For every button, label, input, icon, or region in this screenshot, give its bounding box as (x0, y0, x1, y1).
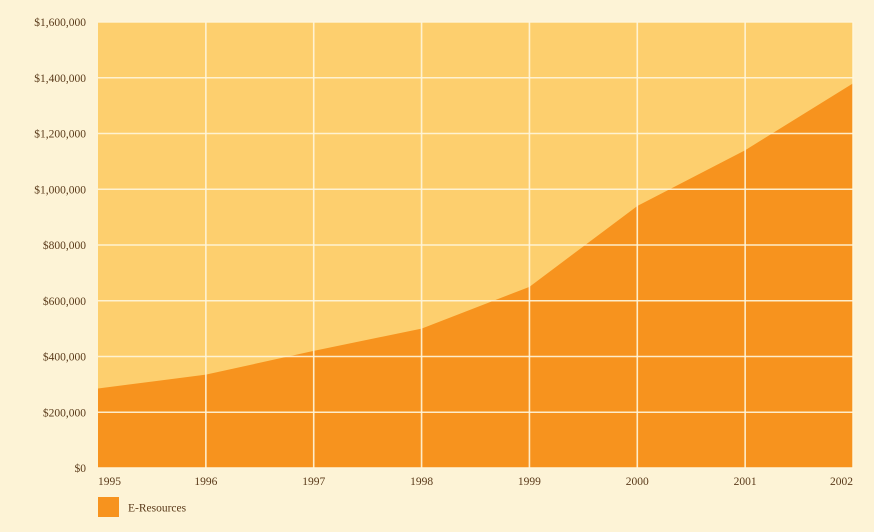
area-series-0 (98, 83, 853, 468)
y-tick-label: $0 (75, 462, 87, 475)
y-tick-label: $1,600,000 (34, 16, 86, 29)
x-tick-label: 2000 (626, 476, 649, 488)
y-tick-label: $200,000 (43, 406, 86, 419)
y-tick-label: $400,000 (43, 351, 86, 364)
x-tick-label: 2001 (734, 476, 757, 488)
x-tick-label: 2002 (830, 476, 853, 488)
y-tick-label: $1,200,000 (34, 128, 86, 141)
legend-label-0: E-Resources (128, 503, 187, 515)
x-tick-label: 1997 (302, 476, 325, 488)
x-tick-label: 1998 (410, 476, 433, 488)
x-tick-label: 1996 (194, 476, 217, 488)
x-tick-label: 1995 (98, 476, 121, 488)
y-tick-label: $600,000 (43, 295, 86, 308)
y-tick-label: $1,000,000 (34, 183, 86, 196)
y-tick-label: $1,400,000 (34, 72, 86, 85)
y-tick-label: $800,000 (43, 239, 86, 252)
x-tick-label: 1999 (518, 476, 541, 488)
legend-swatch-0 (98, 497, 119, 517)
